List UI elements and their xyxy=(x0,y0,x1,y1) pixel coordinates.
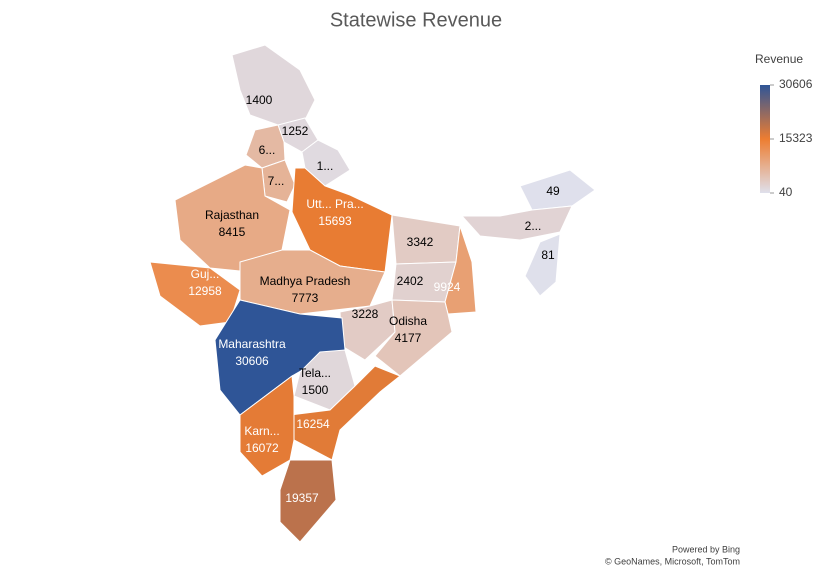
value-label: 7... xyxy=(268,174,285,188)
region-name: Tela... xyxy=(299,366,331,380)
value-label: 16254 xyxy=(296,417,330,431)
value-label: 1252 xyxy=(282,124,309,138)
value-label: 19357 xyxy=(285,491,319,505)
chart-title: Statewise Revenue xyxy=(330,9,502,31)
region-name: Maharashtra xyxy=(218,337,286,351)
value-label: 1500 xyxy=(302,383,329,397)
value-label: 1... xyxy=(317,159,334,173)
value-label: 9924 xyxy=(434,280,461,294)
region-name: Karn... xyxy=(244,424,279,438)
region xyxy=(174,164,291,273)
value-label: 1400 xyxy=(246,93,273,107)
legend-title: Revenue xyxy=(755,52,803,66)
credit: Powered by Bing xyxy=(672,544,740,554)
legend-tick-label: 15323 xyxy=(779,131,813,145)
value-label: 2402 xyxy=(397,274,424,288)
value-label: 15693 xyxy=(318,214,352,228)
credit: © GeoNames, Microsoft, TomTom xyxy=(605,556,740,566)
legend-tick-label: 30606 xyxy=(779,77,813,91)
region xyxy=(460,205,573,241)
region xyxy=(239,375,295,477)
value-label: 3228 xyxy=(352,307,379,321)
region xyxy=(291,167,393,273)
value-label: 30606 xyxy=(235,354,269,368)
value-label: 12958 xyxy=(188,284,222,298)
value-label: 3342 xyxy=(407,235,434,249)
region xyxy=(231,44,316,126)
value-label: 2... xyxy=(525,219,542,233)
value-label: 4177 xyxy=(395,331,422,345)
region-name: Odisha xyxy=(389,314,427,328)
region xyxy=(524,233,561,297)
region xyxy=(519,169,596,211)
value-label: 81 xyxy=(541,248,555,262)
region-name: Guj... xyxy=(191,267,220,281)
value-label: 6... xyxy=(259,143,276,157)
region-name: Rajasthan xyxy=(205,208,259,222)
region xyxy=(374,299,453,377)
region-name: Utt... Pra... xyxy=(306,197,363,211)
region-name: Madhya Pradesh xyxy=(260,274,351,288)
value-label: 16072 xyxy=(245,441,279,455)
value-label: 7773 xyxy=(292,291,319,305)
legend-bar xyxy=(760,85,770,193)
value-label: 49 xyxy=(546,184,560,198)
value-label: 8415 xyxy=(219,225,246,239)
region xyxy=(279,459,337,543)
legend-tick-label: 40 xyxy=(779,185,793,199)
